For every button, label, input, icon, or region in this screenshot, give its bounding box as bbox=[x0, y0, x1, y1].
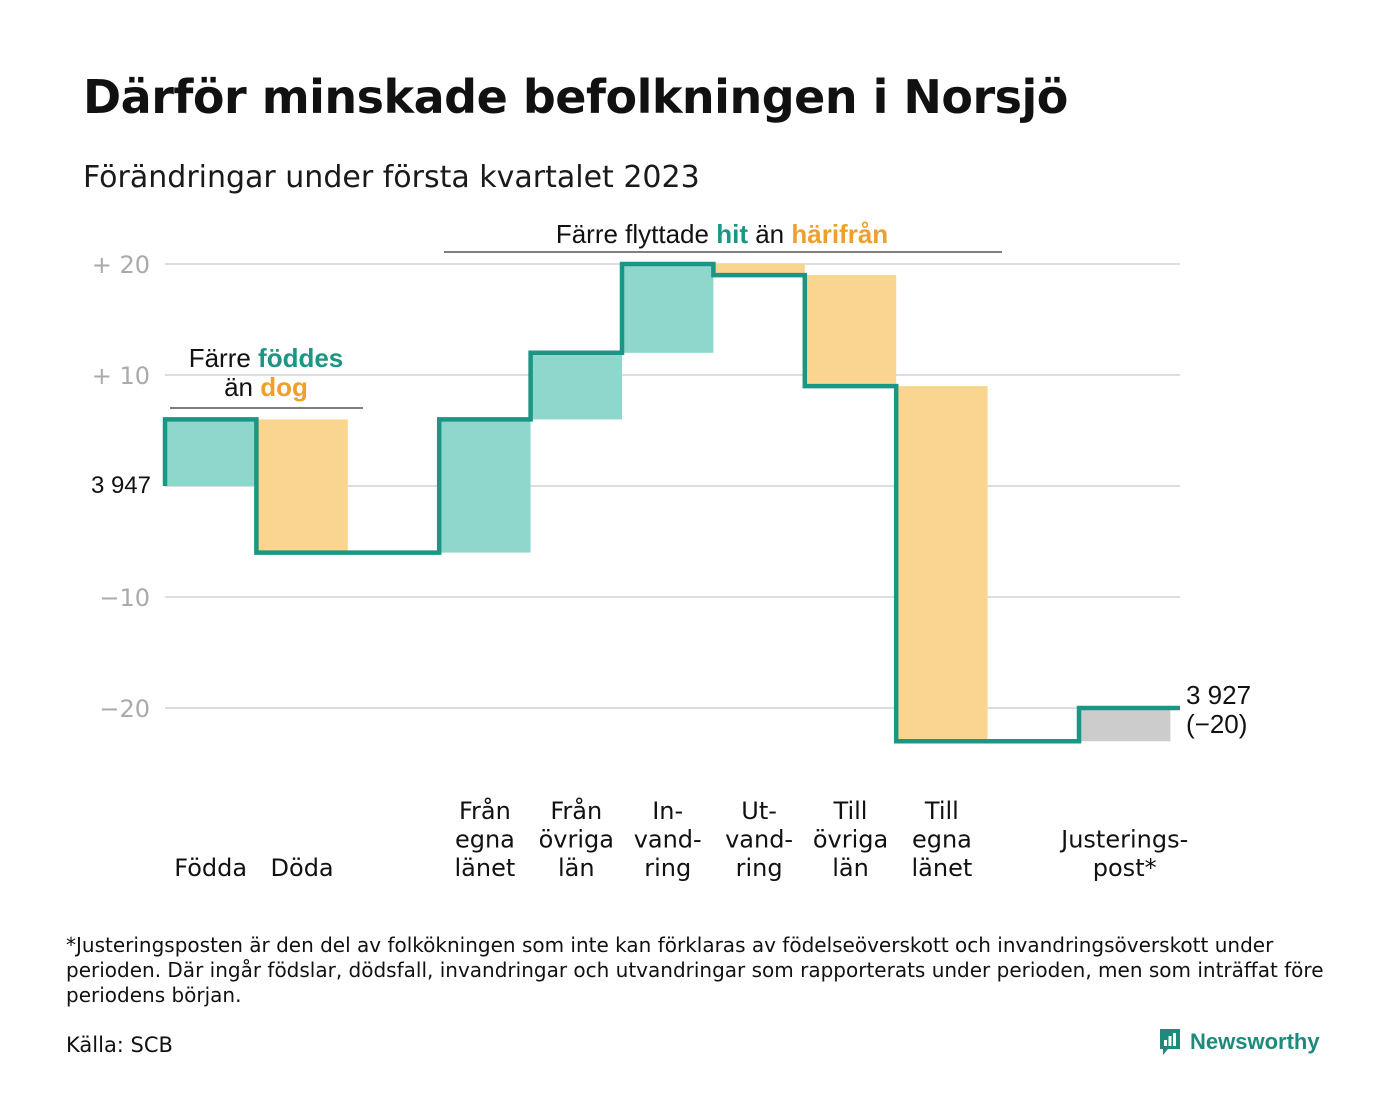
x-category-label: länet bbox=[455, 854, 516, 882]
chart-title: Därför minskade befolkningen i Norsjö bbox=[83, 70, 1068, 124]
x-category-label: Justerings- bbox=[1059, 826, 1188, 854]
y-tick-label: + 10 bbox=[92, 362, 150, 390]
bar-increase bbox=[530, 352, 622, 420]
x-category-label: vand- bbox=[634, 826, 702, 854]
x-category-label: övriga bbox=[539, 826, 614, 854]
brand-name: Newsworthy bbox=[1190, 1029, 1320, 1054]
x-category-label: Ut- bbox=[741, 797, 777, 825]
end-change-label: (−20) bbox=[1186, 709, 1247, 739]
x-category-label: post* bbox=[1093, 854, 1157, 882]
x-category-label: vand- bbox=[725, 826, 793, 854]
cumulative-step-line bbox=[162, 261, 1180, 744]
x-category-label: Från bbox=[550, 796, 602, 825]
x-category-label: län bbox=[832, 854, 869, 882]
x-category-label: In- bbox=[652, 797, 683, 825]
y-tick-label: −20 bbox=[99, 695, 150, 723]
bar-decrease bbox=[896, 386, 988, 742]
x-category-label: egna bbox=[455, 826, 515, 854]
bar-decrease bbox=[713, 264, 805, 276]
x-category-label: Födda bbox=[174, 854, 247, 882]
x-category-label: Från bbox=[459, 796, 511, 825]
footnote: *Justeringsposten är den del av folkökni… bbox=[66, 933, 1324, 1007]
bar-increase bbox=[622, 264, 714, 353]
brand-logo: Newsworthy bbox=[1158, 1027, 1320, 1057]
x-category-label: egna bbox=[912, 826, 972, 854]
bar-increase bbox=[439, 419, 531, 553]
x-category-label: Till bbox=[924, 797, 959, 825]
x-category-label: län bbox=[558, 854, 595, 882]
annotation-births-line2: än dog bbox=[224, 372, 308, 402]
x-category-label: Döda bbox=[271, 854, 334, 882]
end-value-label: 3 927 bbox=[1186, 680, 1251, 710]
x-category-label: Till bbox=[833, 797, 868, 825]
y-tick-label: + 20 bbox=[92, 251, 150, 279]
bar-decrease bbox=[256, 419, 348, 553]
x-category-label: övriga bbox=[813, 826, 888, 854]
x-category-label: ring bbox=[644, 854, 691, 882]
y-tick-label: −10 bbox=[99, 584, 150, 612]
newsworthy-logo-icon bbox=[1160, 1029, 1180, 1055]
bar-decrease bbox=[804, 275, 897, 387]
x-category-label: länet bbox=[912, 854, 973, 882]
annotation-births-line1: Färre föddes bbox=[189, 343, 344, 373]
bar-increase bbox=[165, 419, 257, 486]
start-value-label: 3 947 bbox=[91, 472, 151, 499]
source-note: Källa: SCB bbox=[66, 1033, 173, 1057]
annotation-migration: Färre flyttade hit än härifrån bbox=[556, 219, 888, 249]
bar-adjustment bbox=[1079, 708, 1171, 742]
chart-subtitle: Förändringar under första kvartalet 2023 bbox=[83, 160, 700, 195]
x-category-label: ring bbox=[736, 854, 783, 882]
